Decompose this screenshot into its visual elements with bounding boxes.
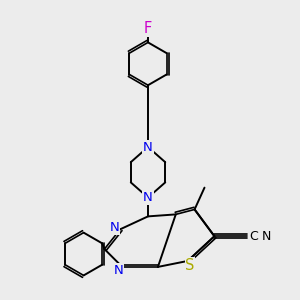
Text: N: N xyxy=(143,140,153,154)
Text: F: F xyxy=(144,21,152,36)
Text: N: N xyxy=(262,230,271,243)
Text: N: N xyxy=(114,264,124,277)
Text: N: N xyxy=(143,191,153,204)
Text: N: N xyxy=(110,221,120,234)
Text: C: C xyxy=(250,230,258,243)
Text: S: S xyxy=(185,258,195,273)
